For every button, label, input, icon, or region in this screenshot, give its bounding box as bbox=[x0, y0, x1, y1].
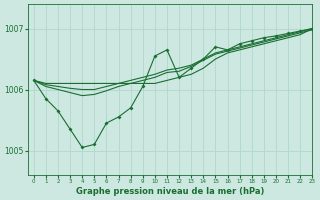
X-axis label: Graphe pression niveau de la mer (hPa): Graphe pression niveau de la mer (hPa) bbox=[76, 187, 264, 196]
